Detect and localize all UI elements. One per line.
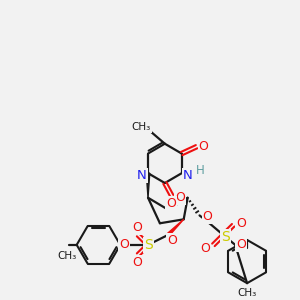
- Text: CH₃: CH₃: [238, 288, 257, 298]
- Text: O: O: [132, 221, 142, 234]
- Polygon shape: [146, 173, 150, 198]
- Text: CH₃: CH₃: [57, 251, 76, 261]
- Text: O: O: [119, 238, 129, 251]
- Text: O: O: [236, 238, 246, 251]
- Text: O: O: [166, 197, 176, 210]
- Text: O: O: [167, 234, 177, 248]
- Text: O: O: [236, 217, 246, 230]
- Text: CH₃: CH₃: [131, 122, 151, 132]
- Text: O: O: [199, 140, 208, 153]
- Text: O: O: [202, 210, 212, 223]
- Text: S: S: [144, 238, 152, 252]
- Text: H: H: [196, 164, 205, 177]
- Text: O: O: [175, 191, 185, 204]
- Text: N: N: [137, 169, 147, 182]
- Text: O: O: [132, 256, 142, 269]
- Polygon shape: [167, 219, 184, 236]
- Text: O: O: [200, 242, 210, 255]
- Text: S: S: [221, 230, 230, 244]
- Text: N: N: [183, 169, 193, 182]
